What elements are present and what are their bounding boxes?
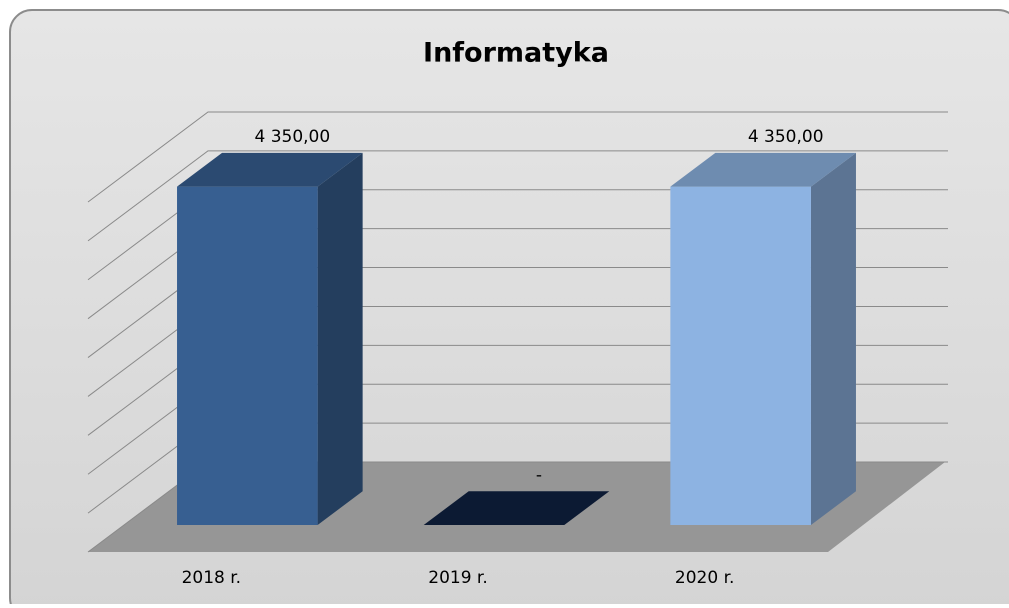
x-tick-label: 2020 r.	[675, 568, 735, 588]
chart-title: Informatyka	[423, 38, 609, 69]
value-label: -	[536, 465, 542, 485]
value-label: 4 350,00	[254, 127, 330, 147]
bar-side	[810, 152, 856, 525]
bar-top	[670, 152, 856, 187]
x-tick-label: 2019 r.	[428, 568, 488, 588]
grid-line	[87, 150, 948, 242]
grid-line	[87, 111, 948, 203]
bar-top	[177, 152, 363, 187]
bar-side	[317, 152, 363, 525]
bar-top	[423, 491, 610, 525]
bar-front	[670, 186, 811, 525]
value-label: 4 350,00	[748, 127, 824, 147]
x-tick-label: 2018 r.	[182, 568, 242, 588]
bar-front	[177, 186, 318, 525]
